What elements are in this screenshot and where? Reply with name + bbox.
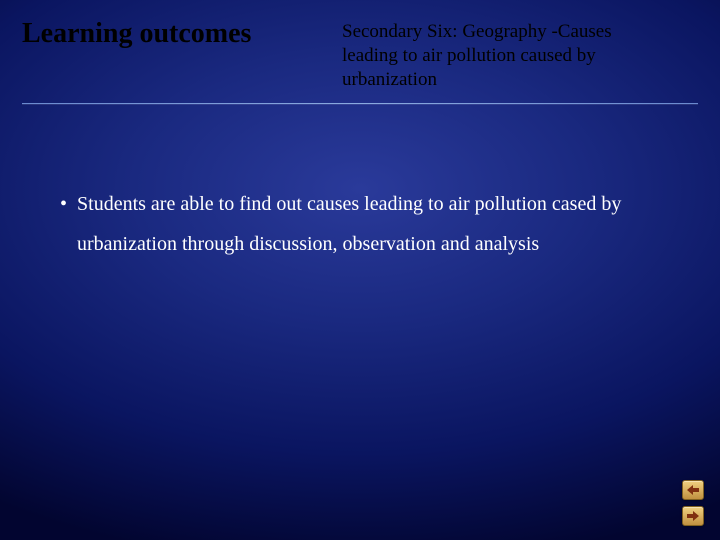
bullet-marker: •: [60, 184, 67, 224]
arrow-right-icon: [687, 511, 699, 521]
slide-content: • Students are able to find out causes l…: [0, 104, 720, 264]
nav-button-group: [682, 480, 704, 526]
slide-title: Learning outcomes: [22, 18, 342, 50]
arrow-left-icon: [687, 485, 699, 495]
next-slide-button[interactable]: [682, 506, 704, 526]
bullet-item: • Students are able to find out causes l…: [60, 184, 680, 264]
slide-subtitle: Secondary Six: Geography -Causes leading…: [342, 18, 700, 91]
bullet-text: Students are able to find out causes lea…: [77, 184, 680, 264]
prev-slide-button[interactable]: [682, 480, 704, 500]
slide-header: Learning outcomes Secondary Six: Geograp…: [0, 0, 720, 103]
